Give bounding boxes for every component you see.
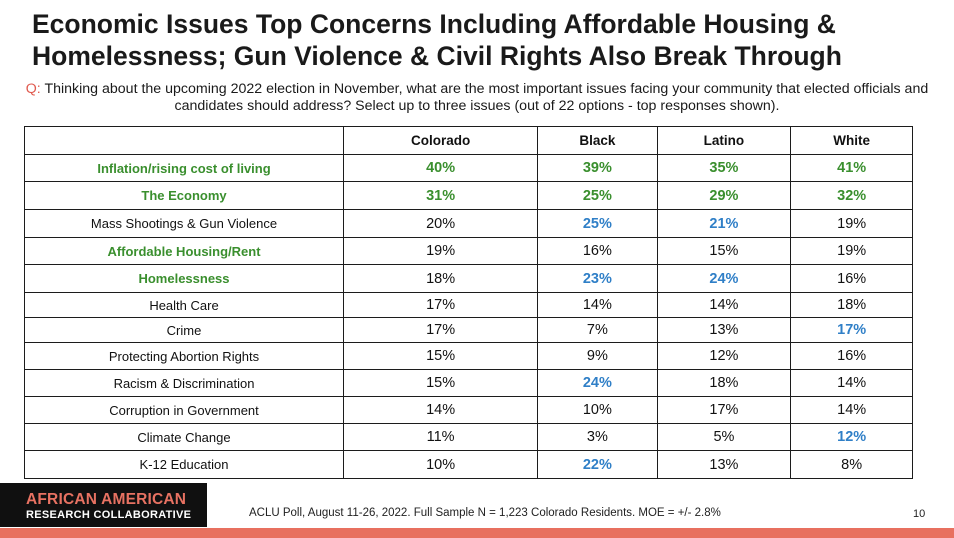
value-cell-black: 7% <box>537 317 658 343</box>
issue-label: Crime <box>24 317 344 343</box>
value-cell-latino: 13% <box>656 450 792 479</box>
issue-label: The Economy <box>24 181 344 210</box>
value-cell-black: 3% <box>537 423 658 451</box>
table-row: Affordable Housing/Rent 19% 16% 15% 19% <box>24 237 913 265</box>
table-row: Climate Change 11% 3% 5% 12% <box>24 423 913 451</box>
value-cell-black: 39% <box>537 154 658 182</box>
table-row: K-12 Education 10% 22% 13% 8% <box>24 450 913 479</box>
value-cell-colorado: 20% <box>342 209 539 238</box>
header-cell-colorado: Colorado <box>342 126 539 155</box>
value-cell-white: 19% <box>790 237 913 265</box>
table-row: Corruption in Government 14% 10% 17% 14% <box>24 396 913 424</box>
header-cell-latino: Latino <box>656 126 792 155</box>
value-cell-black: 22% <box>537 450 658 479</box>
value-cell-white: 19% <box>790 209 913 238</box>
value-cell-latino: 29% <box>656 181 792 210</box>
issue-label: Inflation/rising cost of living <box>24 154 344 182</box>
value-cell-colorado: 17% <box>342 292 539 318</box>
value-cell-white: 18% <box>790 292 913 318</box>
table-row: Mass Shootings & Gun Violence 20% 25% 21% 19… <box>24 209 913 238</box>
value-cell-white: 12% <box>790 423 913 451</box>
value-cell-white: 14% <box>790 369 913 397</box>
issue-label: K-12 Education <box>24 450 344 479</box>
value-cell-colorado: 10% <box>342 450 539 479</box>
value-cell-latino: 12% <box>656 342 792 370</box>
accent-bar <box>0 528 954 538</box>
issue-label: Corruption in Government <box>24 396 344 424</box>
value-cell-black: 25% <box>537 209 658 238</box>
value-cell-white: 16% <box>790 342 913 370</box>
title-line-2: Homelessness; Gun Violence & Civil Right… <box>32 41 842 71</box>
logo-line-1: AFRICAN AMERICAN <box>26 491 187 508</box>
survey-question: Q: Thinking about the upcoming 2022 elec… <box>24 81 930 115</box>
title-line-1: Economic Issues Top Concerns Including A… <box>32 9 836 39</box>
value-cell-colorado: 17% <box>342 317 539 343</box>
issue-label: Affordable Housing/Rent <box>24 237 344 265</box>
value-cell-black: 10% <box>537 396 658 424</box>
value-cell-white: 14% <box>790 396 913 424</box>
value-cell-white: 16% <box>790 264 913 293</box>
logo-line-2: RESEARCH COLLABORATIVE <box>26 509 192 521</box>
value-cell-white: 32% <box>790 181 913 210</box>
value-cell-latino: 21% <box>656 209 792 238</box>
question-text: Thinking about the upcoming 2022 electio… <box>44 81 929 114</box>
table-row: Homelessness 18% 23% 24% 16% <box>24 264 913 293</box>
value-cell-colorado: 19% <box>342 237 539 265</box>
page-number: 10 <box>913 508 926 520</box>
value-cell-colorado: 40% <box>342 154 539 182</box>
value-cell-colorado: 15% <box>342 342 539 370</box>
value-cell-black: 23% <box>537 264 658 293</box>
table-row: Racism & Discrimination 15% 24% 18% 14% <box>24 369 913 397</box>
table-row: The Economy 31% 25% 29% 32% <box>24 181 913 210</box>
value-cell-colorado: 18% <box>342 264 539 293</box>
header-cell-black: Black <box>537 126 658 155</box>
issue-label: Climate Change <box>24 423 344 451</box>
value-cell-black: 9% <box>537 342 658 370</box>
value-cell-colorado: 11% <box>342 423 539 451</box>
value-cell-latino: 14% <box>656 292 792 318</box>
value-cell-black: 24% <box>537 369 658 397</box>
slide-title: Economic Issues Top Concerns Including A… <box>32 8 932 72</box>
issue-label: Health Care <box>24 292 344 318</box>
table-row: Inflation/rising cost of living 40% 39% 35%… <box>24 154 913 182</box>
header-cell-white: White <box>790 126 913 155</box>
value-cell-white: 17% <box>790 317 913 343</box>
issue-label: Protecting Abortion Rights <box>24 342 344 370</box>
table-row: Health Care 17% 14% 14% 18% <box>24 292 913 318</box>
issue-label: Racism & Discrimination <box>24 369 344 397</box>
results-table: Colorado Black Latino White Inflation/risin… <box>24 126 913 479</box>
table-header-row: Colorado Black Latino White <box>24 126 913 155</box>
value-cell-black: 14% <box>537 292 658 318</box>
value-cell-colorado: 31% <box>342 181 539 210</box>
value-cell-white: 8% <box>790 450 913 479</box>
table-row: Protecting Abortion Rights 15% 9% 12% 16% <box>24 342 913 370</box>
value-cell-latino: 18% <box>656 369 792 397</box>
issue-label: Mass Shootings & Gun Violence <box>24 209 344 238</box>
value-cell-latino: 5% <box>656 423 792 451</box>
source-note: ACLU Poll, August 11-26, 2022. Full Samp… <box>249 507 721 519</box>
issue-label: Homelessness <box>24 264 344 293</box>
question-prefix: Q: <box>25 81 41 97</box>
table-row: Crime 17% 7% 13% 17% <box>24 317 913 343</box>
value-cell-white: 41% <box>790 154 913 182</box>
value-cell-latino: 35% <box>656 154 792 182</box>
value-cell-colorado: 15% <box>342 369 539 397</box>
organization-logo: AFRICAN AMERICAN RESEARCH COLLABORATIVE <box>0 483 207 527</box>
value-cell-colorado: 14% <box>342 396 539 424</box>
header-cell-issue <box>24 126 344 155</box>
value-cell-latino: 17% <box>656 396 792 424</box>
value-cell-latino: 13% <box>656 317 792 343</box>
value-cell-black: 16% <box>537 237 658 265</box>
value-cell-latino: 24% <box>656 264 792 293</box>
value-cell-black: 25% <box>537 181 658 210</box>
value-cell-latino: 15% <box>656 237 792 265</box>
table-body: Inflation/rising cost of living 40% 39% 35%… <box>24 154 913 479</box>
